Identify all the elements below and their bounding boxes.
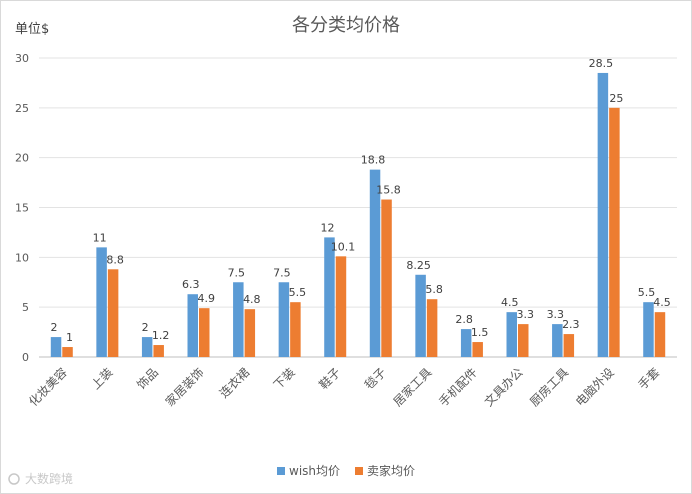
y-tick-label: 30 [15, 52, 29, 65]
y-tick-label: 15 [15, 202, 29, 215]
data-label: 4.9 [198, 292, 216, 305]
data-label: 18.8 [361, 154, 386, 167]
y-tick-label: 10 [15, 251, 29, 264]
data-label: 5.8 [425, 283, 443, 296]
data-label: 8.8 [106, 253, 124, 266]
bar-wish-2 [141, 337, 153, 357]
gridlines [39, 57, 677, 358]
bar-wish-4 [233, 282, 244, 357]
y-axis-unit-label: 单位$ [15, 22, 49, 37]
bar-seller-0 [62, 347, 73, 357]
bar-wish-9 [460, 329, 472, 357]
bar-wish-11 [552, 324, 563, 357]
bar-seller-6 [335, 256, 347, 357]
bar-wish-5 [278, 282, 290, 357]
data-label: 8.25 [406, 259, 431, 272]
bar-wish-1 [96, 247, 107, 357]
data-label: 4.8 [243, 293, 261, 306]
legend-label-wish[interactable]: wish均价 [289, 464, 340, 478]
chart-title: 各分类均价格 [292, 15, 400, 36]
legend[interactable]: wish均价 卖家均价 [277, 463, 415, 478]
category-labels: 化妆美容 上装 饰品 家居装饰 连衣裙 下装 鞋子 毯子 居家工具 手机配件 文具办公 厨房工具 电脑外… [25, 365, 662, 410]
legend-swatch-seller [355, 467, 363, 475]
data-label: 5.5 [289, 286, 307, 299]
data-label: 1 [66, 331, 73, 344]
category-label: 鞋子 [316, 365, 344, 393]
bar-seller-1 [107, 269, 119, 357]
category-label: 化妆美容 [25, 365, 70, 410]
bar-wish-13 [643, 302, 654, 357]
bar-seller-4 [244, 309, 256, 357]
bar-seller-9 [472, 342, 483, 357]
category-label: 手套 [635, 365, 662, 392]
data-label: 1.5 [471, 326, 489, 339]
data-label: 3.3 [517, 308, 535, 321]
data-label: 2.8 [455, 313, 473, 326]
bar-wish-10 [506, 312, 517, 357]
legend-swatch-wish [277, 467, 285, 475]
category-label: 电脑外设 [573, 365, 617, 409]
category-label: 文具办公 [481, 365, 526, 410]
bar-seller-10 [518, 324, 529, 357]
bar-seller-8 [426, 299, 438, 357]
data-label: 4.5 [653, 296, 671, 309]
data-label: 10.1 [331, 240, 356, 253]
bars [50, 72, 666, 357]
category-label: 连衣裙 [216, 365, 252, 401]
bar-seller-5 [290, 302, 301, 357]
bar-wish-12 [597, 72, 609, 357]
category-label: 毯子 [362, 365, 389, 392]
category-label: 家居装饰 [162, 365, 207, 410]
data-label: 11 [93, 231, 107, 244]
bar-wish-3 [187, 294, 198, 357]
data-label: 15.8 [376, 184, 401, 197]
y-tick-label: 0 [22, 351, 29, 364]
category-label: 手机配件 [436, 365, 480, 409]
data-label: 3.3 [547, 308, 565, 321]
data-label: 1.2 [152, 329, 170, 342]
data-label: 2 [51, 321, 58, 334]
data-labels: 21118.821.26.34.97.54.87.55.51210.118.81… [51, 57, 671, 344]
y-tick-label: 25 [15, 102, 29, 115]
category-label: 上装 [89, 365, 116, 392]
category-label: 下装 [271, 365, 298, 392]
data-label: 7.5 [273, 266, 291, 279]
data-label: 5.5 [638, 286, 656, 299]
bar-wish-7 [369, 169, 381, 357]
data-label: 7.5 [228, 266, 246, 279]
bar-seller-7 [381, 199, 392, 357]
bar-wish-8 [415, 274, 426, 357]
data-label: 2.3 [562, 318, 580, 331]
data-label: 25 [609, 92, 623, 105]
category-label: 饰品 [134, 365, 161, 392]
y-axis-ticks: 0 5 10 15 20 25 30 [15, 52, 29, 364]
bar-seller-13 [654, 312, 666, 357]
bar-wish-0 [50, 337, 62, 357]
bar-wish-6 [324, 237, 335, 357]
watermark-text: 大数跨境 [25, 471, 73, 486]
category-label: 居家工具 [390, 365, 435, 410]
data-label: 2 [142, 321, 149, 334]
data-label: 4.5 [501, 296, 519, 309]
data-label: 12 [320, 221, 334, 234]
bar-seller-11 [563, 334, 575, 357]
watermark-logo-icon [8, 473, 20, 485]
data-label: 28.5 [589, 57, 614, 70]
y-tick-label: 5 [22, 301, 29, 314]
bar-seller-2 [153, 345, 164, 357]
bar-seller-3 [199, 308, 210, 357]
watermark: 大数跨境 [8, 471, 73, 486]
bar-seller-12 [609, 107, 620, 357]
data-label: 6.3 [182, 278, 200, 291]
category-label: 厨房工具 [527, 365, 572, 410]
y-tick-label: 20 [15, 152, 29, 165]
legend-label-seller[interactable]: 卖家均价 [367, 463, 415, 478]
